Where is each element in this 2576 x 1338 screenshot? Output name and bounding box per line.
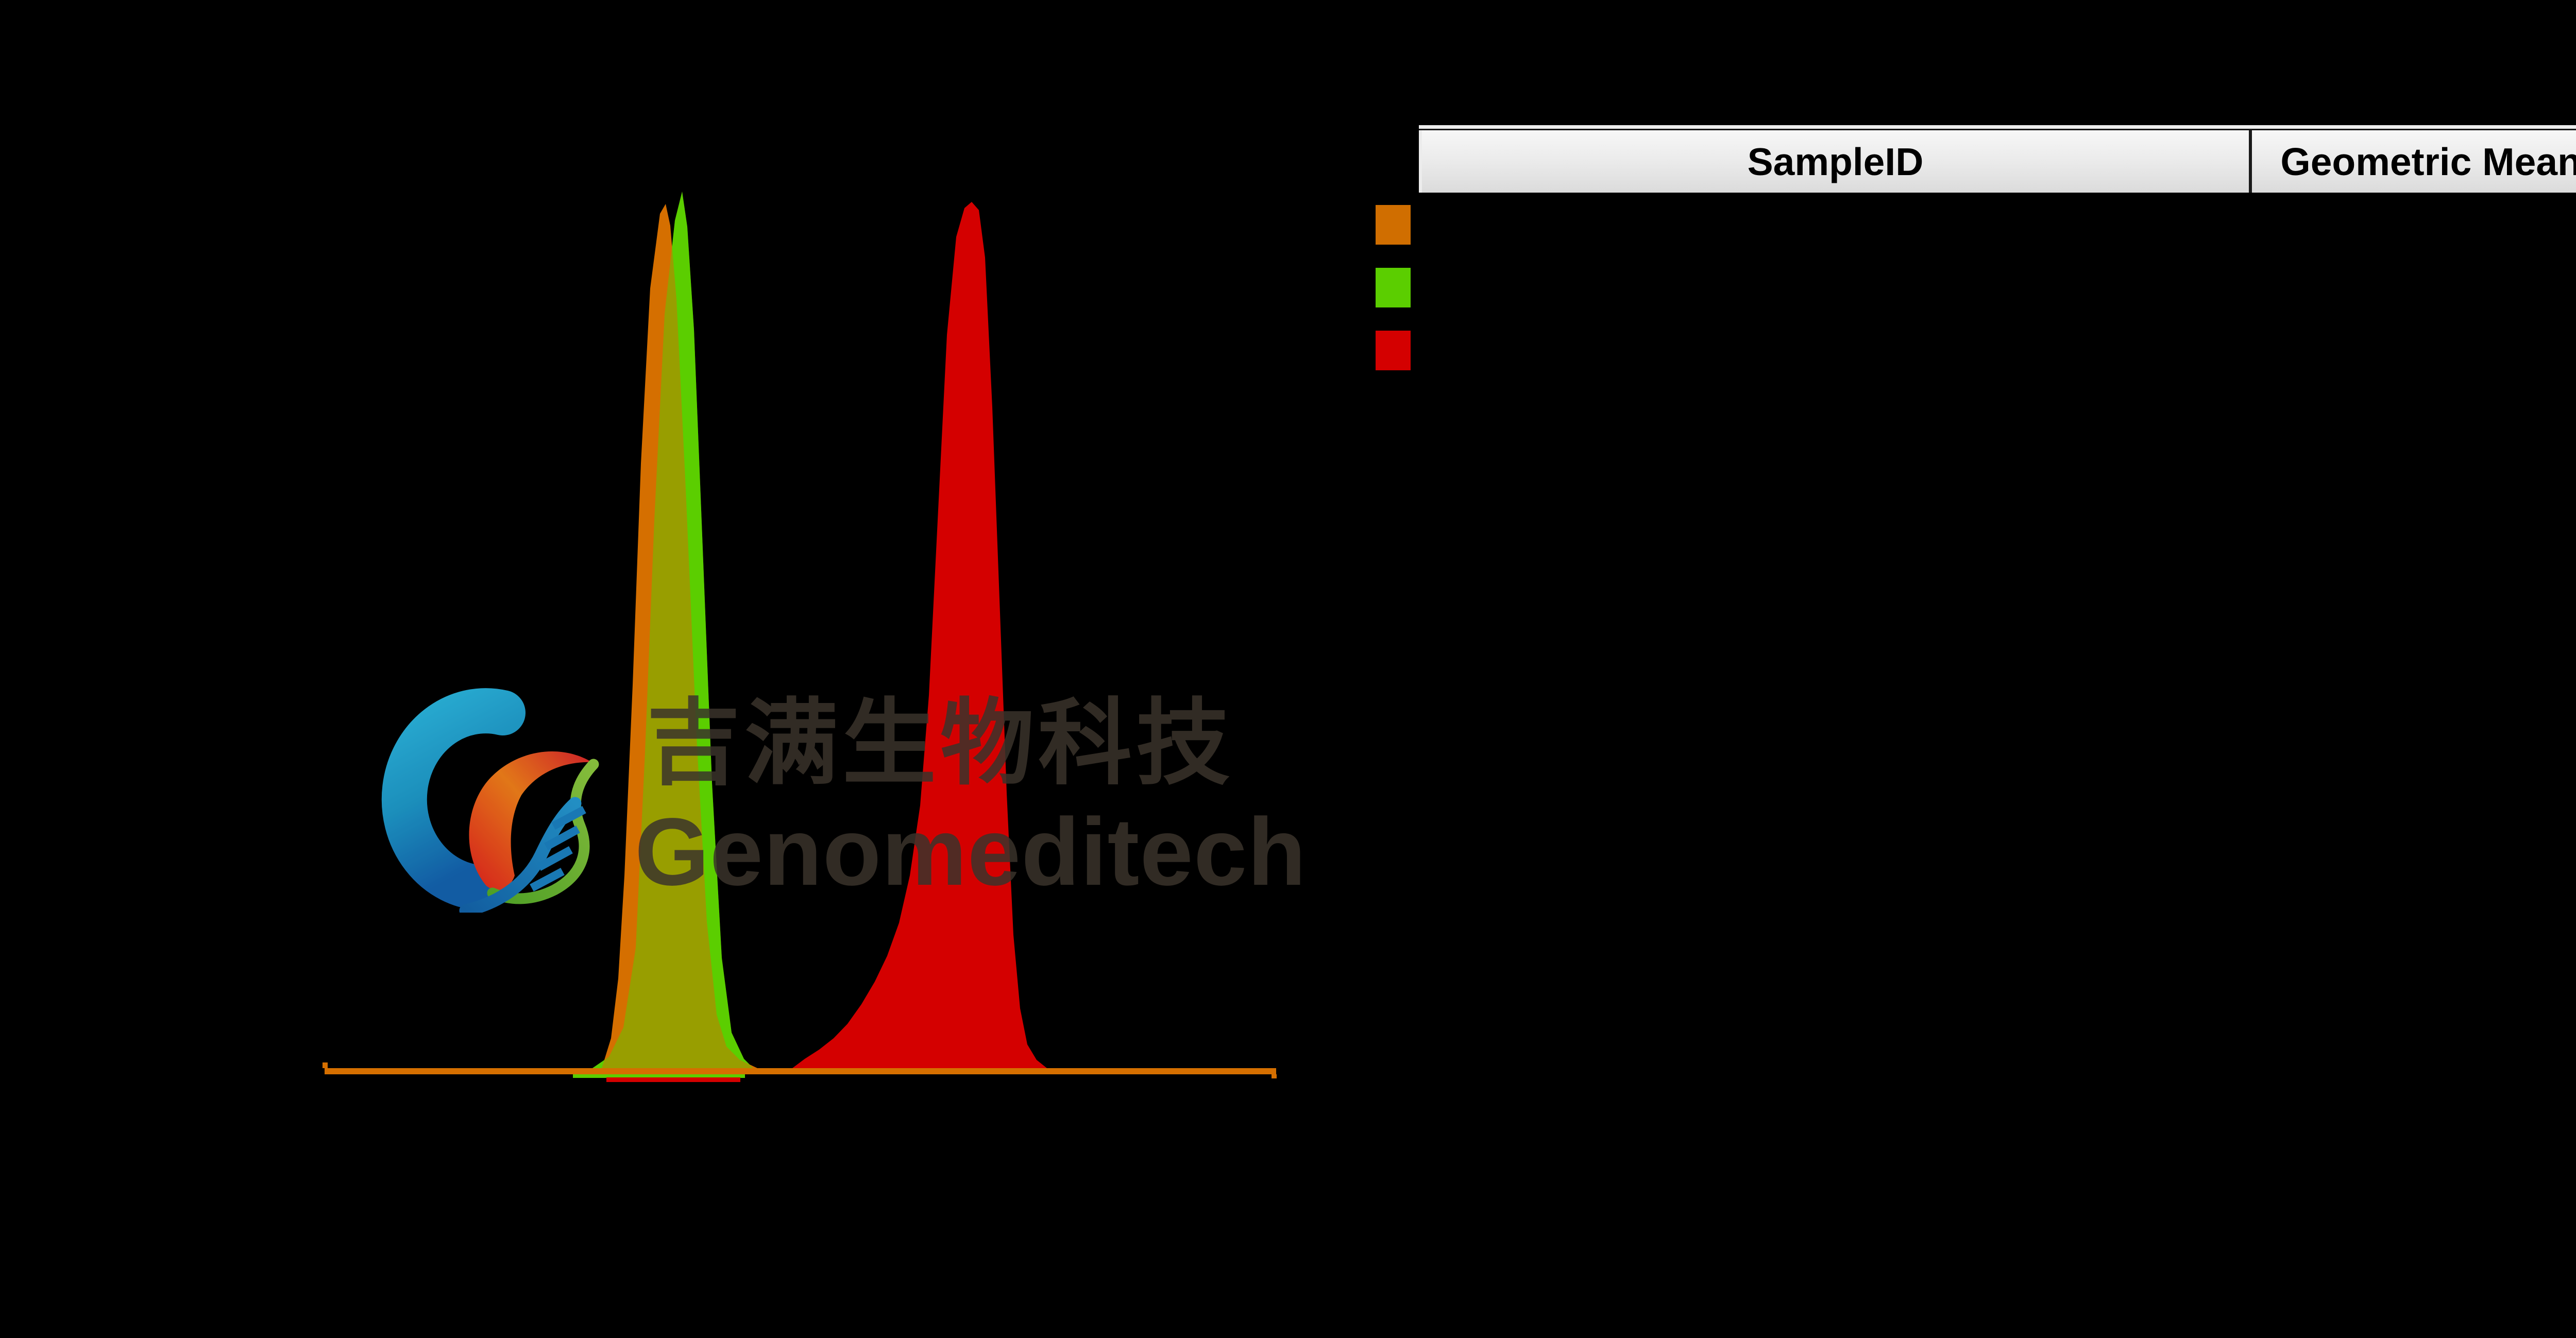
legend-swatch-red [1376, 331, 1411, 370]
table-header-geometric-mean: Geometric Mean : FL11-H [2252, 130, 2576, 193]
row-value [2096, 318, 2576, 381]
row-value [2096, 255, 2576, 318]
table-header-row: SampleID Geometric Mean : FL11-H [1419, 130, 2576, 193]
table-body [1419, 193, 2576, 381]
legend-swatch-green [1376, 268, 1411, 307]
table-header-sample-id: SampleID [1422, 130, 2252, 193]
row-sample-id [1419, 255, 2096, 318]
row-sample-id [1419, 193, 2096, 255]
table-row [1419, 193, 2576, 255]
table-top-border [1419, 125, 2576, 130]
row-sample-id [1419, 318, 2096, 381]
table-row [1419, 318, 2576, 381]
table-row [1419, 255, 2576, 318]
legend-swatch-orange [1376, 205, 1411, 245]
statistics-table: SampleID Geometric Mean : FL11-H [1419, 125, 2576, 381]
row-value [2096, 193, 2576, 255]
